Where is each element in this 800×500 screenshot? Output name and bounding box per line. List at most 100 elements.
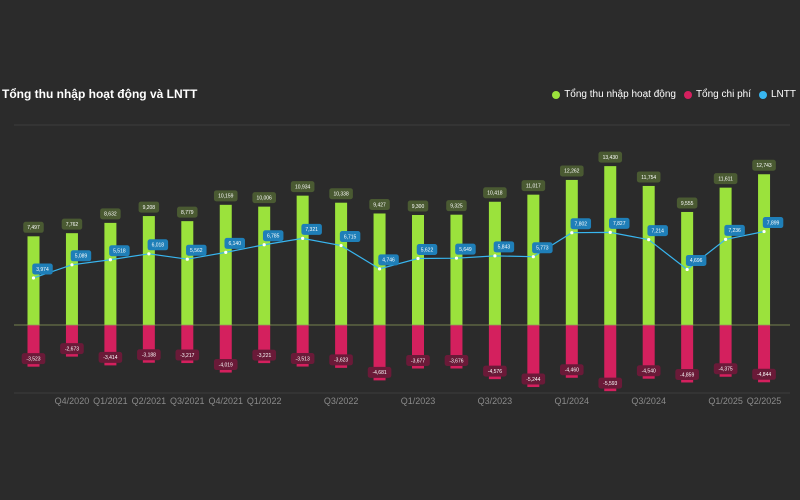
income-bar [335, 202, 348, 325]
income-data-label-box [369, 198, 390, 210]
profit-data-label-box [109, 245, 130, 257]
income-data-label: 10,006 [257, 195, 273, 201]
cost-data-label: -3,676 [449, 358, 463, 364]
profit-data-label: 7,321 [305, 227, 318, 233]
x-tick-label: Q3/2021 [170, 396, 205, 406]
legend-item-income[interactable]: Tổng thu nhập hoạt động [552, 89, 676, 100]
income-bar [27, 236, 40, 325]
cost-data-label-box [598, 377, 623, 389]
income-bar [565, 179, 578, 325]
profit-data-label-box [70, 250, 92, 262]
cost-data-label-box [213, 359, 238, 371]
profit-data-label-box [224, 237, 245, 249]
legend: Tổng thu nhập hoạt động Tổng chi phí LNT… [552, 89, 796, 100]
income-data-label: 10,934 [295, 184, 311, 190]
income-data-label-box [483, 187, 507, 199]
income-data-label: 12,262 [564, 169, 580, 175]
cost-data-label-box [406, 354, 430, 366]
income-bar [296, 195, 309, 325]
cost-data-label: -3,523 [26, 356, 40, 362]
income-data-label: 11,754 [641, 175, 656, 181]
cost-data-label: -2,673 [65, 346, 79, 352]
cost-data-label-box [98, 351, 123, 363]
profit-point [108, 258, 112, 262]
profit-data-label: 5,773 [536, 246, 549, 252]
profit-data-label: 4,746 [382, 258, 395, 264]
profit-data-label: 5,622 [421, 247, 434, 253]
cost-data-label: -5,244 [526, 377, 540, 383]
x-tick-label: Q3/2024 [631, 396, 666, 406]
profit-data-label: 6,715 [344, 234, 357, 240]
profit-data-label: 7,802 [575, 222, 588, 228]
profit-data-label-box [762, 217, 784, 229]
cost-data-label: -3,221 [257, 353, 271, 359]
x-tick-label: Q3/2022 [324, 396, 359, 406]
cost-data-label: -4,576 [488, 369, 502, 375]
income-data-label-box [252, 192, 276, 204]
profit-point [377, 267, 382, 271]
cost-data-label-box [367, 366, 392, 378]
income-data-label-box [138, 201, 160, 213]
income-data-label-box [407, 200, 429, 212]
profit-data-label-box [416, 243, 438, 255]
profit-point [31, 276, 36, 280]
profit-data-label: 7,214 [651, 228, 664, 234]
legend-item-profit[interactable]: LNTT [759, 89, 796, 100]
income-data-label-box [23, 221, 44, 233]
profit-point [493, 254, 497, 258]
income-data-label-box [329, 188, 353, 200]
profit-point [147, 252, 151, 256]
cost-data-label-box [252, 349, 276, 361]
profit-data-label-box [262, 230, 284, 242]
cost-data-label-box [752, 368, 776, 380]
legend-label-income: Tổng thu nhập hoạt động [564, 89, 676, 100]
legend-item-cost[interactable]: Tổng chi phí [683, 89, 751, 100]
profit-point [685, 267, 689, 272]
cost-bar [604, 325, 617, 392]
cost-data-label: -5,593 [603, 381, 617, 387]
profit-point [339, 243, 343, 248]
profit-data-label: 6,785 [267, 234, 280, 240]
income-data-label-box [752, 159, 776, 171]
income-data-label: 10,338 [333, 192, 349, 198]
profit-point [224, 250, 228, 254]
cost-data-label-box [483, 365, 507, 377]
profit-data-label-box [455, 243, 476, 255]
x-tick-label: Q3/2023 [478, 396, 513, 406]
profit-data-label-box [378, 254, 399, 266]
profit-data-label-box [339, 231, 361, 243]
legend-dot-income [552, 90, 561, 99]
profit-data-label: 4,696 [690, 258, 703, 264]
cost-data-label-box [636, 365, 661, 377]
cost-data-label-box [560, 364, 584, 376]
profit-point [416, 256, 420, 261]
income-bar [527, 194, 540, 325]
income-bar [104, 222, 117, 325]
cost-bar [488, 325, 501, 380]
cost-bar [758, 325, 771, 383]
profit-data-label: 5,649 [459, 247, 472, 253]
income-data-label: 11,017 [526, 183, 541, 189]
income-bar [450, 214, 463, 325]
cost-data-label: -3,217 [180, 353, 194, 359]
cost-data-label: -4,460 [565, 368, 579, 374]
profit-point [762, 229, 766, 234]
cost-data-label-box [521, 373, 546, 385]
cost-data-label: -4,859 [680, 372, 694, 378]
cost-data-label: -4,681 [372, 370, 386, 376]
cost-data-label: -3,188 [142, 353, 156, 359]
profit-data-label: 7,899 [767, 220, 780, 226]
profit-point [724, 237, 728, 241]
profit-point [185, 257, 189, 261]
income-data-label: 10,159 [218, 194, 234, 200]
x-tick-label: Q2/2025 [747, 396, 782, 406]
income-data-label: 10,418 [487, 191, 503, 197]
income-bar [488, 201, 501, 325]
x-tick-label: Q4/2020 [55, 396, 90, 406]
income-bar [604, 166, 617, 325]
income-data-label-box [290, 181, 315, 193]
cost-data-label-box [675, 368, 699, 380]
profit-data-label: 5,843 [498, 245, 511, 251]
profit-data-label-box [32, 263, 53, 275]
profit-data-label: 7,236 [728, 228, 741, 234]
